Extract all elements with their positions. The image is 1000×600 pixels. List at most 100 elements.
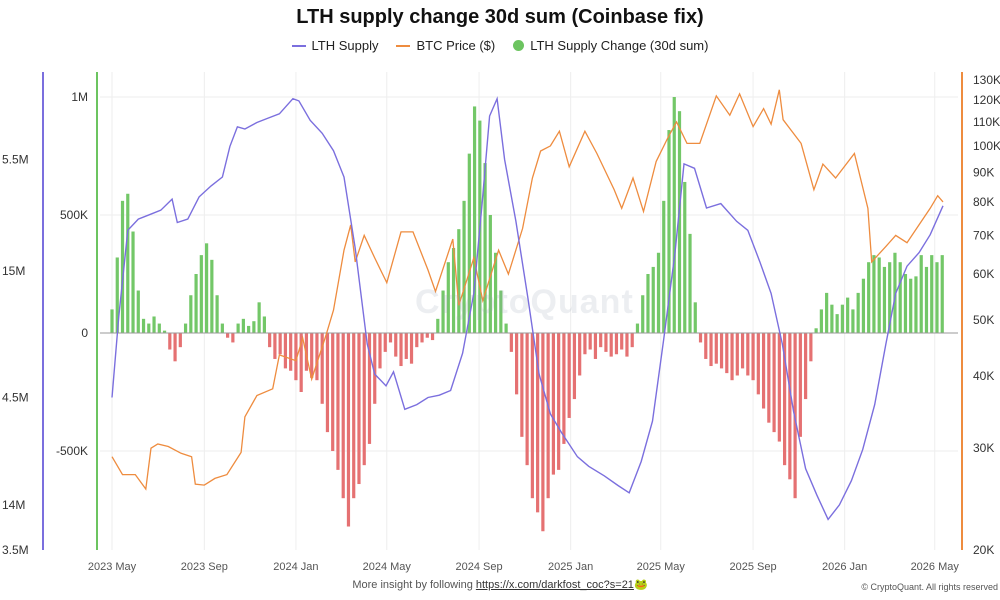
change-bar bbox=[231, 333, 235, 343]
change-bar bbox=[336, 333, 340, 470]
change-bar bbox=[840, 304, 844, 333]
change-tick-label: 1M bbox=[71, 90, 88, 104]
change-bar bbox=[798, 333, 802, 437]
change-bar bbox=[704, 333, 708, 359]
change-bar bbox=[835, 314, 839, 333]
legend: LTH Supply BTC Price ($) LTH Supply Chan… bbox=[0, 38, 1000, 53]
change-bar bbox=[131, 231, 135, 333]
change-bar bbox=[572, 333, 577, 400]
change-bar bbox=[499, 290, 503, 333]
change-bar bbox=[126, 193, 130, 333]
change-bar bbox=[562, 333, 566, 444]
change-bar bbox=[283, 333, 288, 369]
legend-item-btc-price[interactable]: BTC Price ($) bbox=[396, 38, 495, 53]
lth-tick-label: 4.5M bbox=[2, 391, 29, 405]
change-bar bbox=[898, 262, 902, 333]
legend-item-lth-supply[interactable]: LTH Supply bbox=[291, 38, 378, 53]
change-bar bbox=[325, 333, 330, 433]
change-bar bbox=[683, 181, 687, 333]
price-tick-label: 80K bbox=[973, 195, 994, 209]
change-bar bbox=[247, 325, 251, 333]
change-bar bbox=[310, 333, 314, 378]
lth-supply-swatch bbox=[291, 44, 306, 47]
btc-price-line bbox=[111, 89, 944, 491]
change-bar bbox=[204, 243, 209, 333]
change-bar bbox=[357, 333, 361, 485]
lth-supply-line bbox=[111, 96, 944, 521]
copyright: © CryptoQuant. All rights reserved bbox=[861, 582, 998, 592]
change-bar bbox=[861, 278, 866, 333]
tick-labels: 3.5M 14M 4.5M 15M 5.5M 1M 500K 0 -500K 130K 120K 11… bbox=[2, 73, 1000, 573]
change-bar bbox=[520, 333, 524, 437]
change-bar bbox=[725, 333, 729, 374]
change-bar bbox=[472, 106, 477, 333]
change-bar bbox=[388, 333, 393, 343]
change-bar bbox=[630, 333, 634, 348]
change-bar bbox=[226, 333, 230, 338]
change-bar bbox=[877, 257, 881, 333]
x-tick-label: 2024 Jan bbox=[273, 561, 318, 573]
change-bar bbox=[430, 333, 435, 341]
change-bar bbox=[935, 262, 939, 333]
x-tick-label: 2026 Jan bbox=[822, 561, 867, 573]
change-bar bbox=[420, 333, 424, 343]
change-bar bbox=[609, 333, 613, 357]
change-bar bbox=[257, 302, 261, 333]
change-bar bbox=[646, 274, 650, 333]
change-bar bbox=[152, 316, 156, 333]
change-bar bbox=[178, 333, 182, 348]
change-tick-label: -500K bbox=[56, 444, 88, 458]
change-bar bbox=[346, 333, 351, 527]
change-bar bbox=[457, 229, 461, 333]
change-bar bbox=[415, 333, 419, 348]
change-bar bbox=[304, 333, 309, 371]
change-bar bbox=[735, 333, 739, 376]
change-bar bbox=[110, 309, 114, 333]
footer-link[interactable]: https://x.com/darkfost_coc?s=21 bbox=[475, 579, 634, 591]
lth-tick-label: 5.5M bbox=[2, 152, 29, 166]
x-tick-label: 2024 May bbox=[363, 561, 412, 573]
change-bar bbox=[551, 333, 555, 475]
price-tick-label: 40K bbox=[973, 369, 994, 383]
change-bar bbox=[851, 309, 855, 333]
change-bar bbox=[882, 266, 887, 333]
change-bar bbox=[782, 333, 787, 466]
price-tick-label: 30K bbox=[973, 441, 994, 455]
change-bar bbox=[493, 252, 498, 333]
change-bar bbox=[236, 323, 240, 333]
price-tick-label: 120K bbox=[973, 93, 1000, 107]
change-bar bbox=[378, 333, 382, 369]
change-bar bbox=[173, 333, 177, 362]
change-bar bbox=[819, 309, 823, 333]
lth-tick-label: 3.5M bbox=[2, 543, 29, 557]
change-bar bbox=[268, 333, 272, 348]
change-bar bbox=[546, 333, 550, 499]
change-bar bbox=[141, 318, 146, 333]
change-bar bbox=[120, 200, 125, 333]
change-bar bbox=[367, 333, 372, 444]
change-bar bbox=[719, 333, 724, 369]
price-tick-label: 110K bbox=[973, 115, 1000, 129]
change-bar bbox=[620, 333, 624, 350]
change-bar bbox=[746, 333, 750, 376]
change-bar bbox=[399, 333, 403, 367]
change-bar bbox=[515, 333, 519, 395]
change-bar bbox=[488, 215, 492, 333]
change-bar bbox=[436, 318, 440, 333]
change-bar bbox=[893, 252, 897, 333]
x-tick-label: 2023 Sep bbox=[181, 561, 228, 573]
change-bar bbox=[662, 200, 666, 333]
change-bar bbox=[241, 318, 245, 333]
change-tick-label: 500K bbox=[60, 208, 88, 222]
change-bar bbox=[588, 333, 592, 350]
change-bar bbox=[698, 333, 703, 343]
x-tick-label: 2023 May bbox=[88, 561, 137, 573]
change-bar bbox=[147, 323, 151, 333]
change-bar bbox=[677, 111, 682, 333]
legend-item-supply-change[interactable]: LTH Supply Change (30d sum) bbox=[513, 38, 708, 53]
change-bar bbox=[136, 290, 140, 333]
price-tick-label: 70K bbox=[973, 228, 994, 242]
change-bar bbox=[856, 292, 860, 333]
change-bar bbox=[446, 262, 450, 333]
